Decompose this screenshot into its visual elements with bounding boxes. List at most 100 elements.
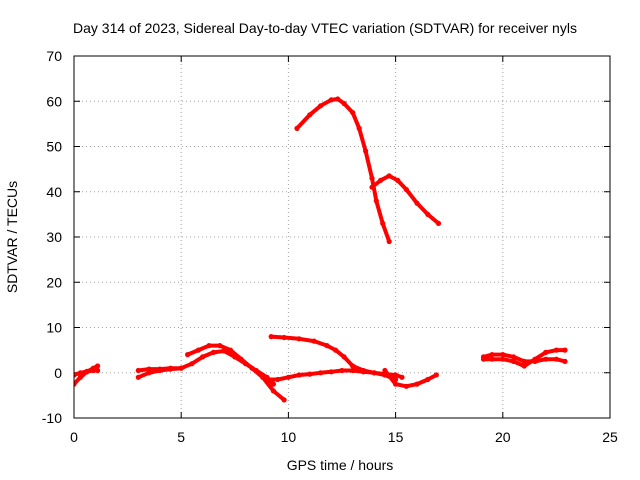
y-tick-label: 70 (46, 48, 62, 64)
data-point (294, 125, 300, 131)
data-point (285, 374, 291, 380)
data-point (74, 372, 77, 378)
data-point (382, 367, 388, 374)
x-tick-label: 15 (388, 429, 404, 445)
x-tick-label: 5 (177, 429, 185, 445)
data-point (521, 358, 527, 364)
data-point (217, 343, 223, 349)
data-point (403, 186, 409, 193)
data-point (363, 148, 369, 154)
data-point (206, 343, 212, 349)
data-series (74, 96, 568, 403)
data-point (393, 381, 399, 387)
data-point (356, 125, 362, 131)
data-point (360, 367, 366, 374)
data-point (328, 369, 334, 375)
data-point (373, 198, 379, 204)
data-point (146, 370, 152, 376)
data-point (84, 368, 90, 374)
data-point (562, 358, 568, 364)
data-point (268, 334, 274, 340)
data-point (178, 365, 184, 371)
data-point (500, 352, 506, 358)
data-point (333, 347, 339, 353)
data-point (227, 347, 234, 353)
data-point (435, 220, 442, 226)
data-point (238, 356, 244, 362)
data-point (318, 370, 324, 376)
data-point (77, 370, 83, 376)
data-point (341, 100, 347, 107)
data-point (380, 220, 386, 226)
plot-frame (73, 55, 611, 419)
data-point (200, 354, 206, 360)
data-point (275, 376, 281, 383)
data-point (249, 365, 255, 371)
x-tick-label: 0 (70, 429, 78, 445)
x-tick-label: 20 (495, 429, 511, 445)
x-tick-labels: 0 5 10 15 20 25 (70, 429, 618, 445)
data-point (339, 367, 345, 374)
data-point (167, 365, 174, 371)
data-point (77, 374, 83, 380)
data-point (403, 383, 409, 389)
data-point (281, 334, 287, 341)
data-point (135, 374, 141, 380)
data-point (414, 200, 420, 206)
data-point (270, 388, 276, 394)
data-point (296, 336, 302, 342)
data-point (369, 175, 375, 181)
data-point (393, 372, 399, 378)
data-point (185, 352, 191, 358)
data-point (369, 184, 375, 190)
data-point (307, 112, 313, 118)
data-point (543, 356, 549, 362)
data-point (414, 381, 420, 387)
data-point (260, 374, 266, 380)
data-point (350, 110, 356, 116)
data-point (543, 349, 549, 355)
series-arc-i (295, 97, 392, 244)
data-point (270, 381, 276, 387)
chart-title: Day 314 of 2023, Sidereal Day-to-day VTE… (73, 20, 577, 36)
x-tick-label: 10 (281, 429, 297, 445)
data-point (395, 177, 401, 183)
data-point (553, 356, 560, 362)
y-tick-label: 30 (46, 229, 62, 245)
data-point (296, 372, 302, 378)
y-tick-label: 10 (46, 320, 62, 336)
data-point (350, 367, 356, 374)
data-point (90, 367, 96, 374)
data-point (553, 347, 560, 353)
x-axis-label: GPS time / hours (287, 457, 394, 473)
data-point (378, 177, 384, 183)
data-point (433, 372, 439, 378)
data-point (500, 356, 506, 362)
data-point (264, 376, 270, 383)
y-tick-label: -10 (42, 410, 62, 426)
data-point (489, 356, 495, 362)
data-point (324, 343, 330, 349)
series-arc-e (185, 343, 287, 402)
data-point (350, 363, 356, 369)
data-point (510, 354, 517, 360)
data-point (157, 366, 163, 372)
data-point (521, 363, 527, 369)
data-point (562, 347, 568, 353)
data-point (210, 349, 216, 355)
y-tick-label: 60 (46, 93, 62, 109)
data-point (480, 356, 487, 362)
y-tick-label: 40 (46, 184, 62, 200)
data-point (371, 370, 377, 376)
data-point (195, 347, 201, 353)
data-point (189, 361, 195, 367)
data-point (532, 356, 538, 362)
x-tick-label: 25 (602, 429, 618, 445)
data-point (318, 103, 324, 109)
y-tick-label: 20 (46, 274, 62, 290)
y-tick-labels: -10 0 10 20 30 40 50 60 70 (42, 48, 62, 426)
data-point (386, 173, 392, 179)
data-point (95, 363, 101, 369)
data-point (307, 371, 313, 377)
data-point (95, 367, 101, 374)
